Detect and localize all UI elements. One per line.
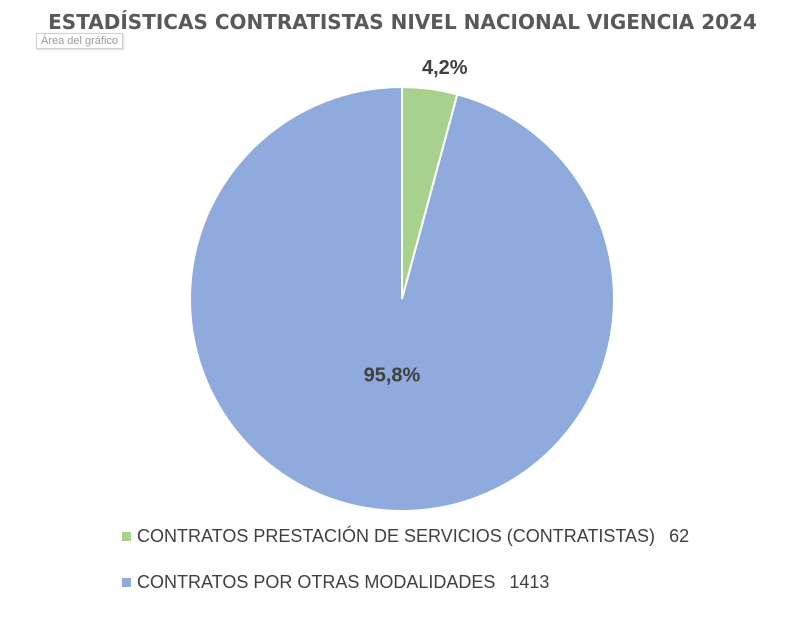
legend-item-prestacion: CONTRATOS PRESTACIÓN DE SERVICIOS (CONTR… [122,522,689,550]
pie-slice-otras[interactable] [189,85,615,512]
chart-legend: CONTRATOS PRESTACIÓN DE SERVICIOS (CONTR… [122,522,689,614]
data-label-otras: 95,8% [364,365,421,387]
legend-swatch-prestacion [122,531,131,541]
legend-count-otras: 1413 [509,571,550,592]
legend-label-prestacion: CONTRATOS PRESTACIÓN DE SERVICIOS (CONTR… [137,525,656,546]
data-label-prestacion: 4,2% [422,57,468,79]
chart-area-tooltip: Área del gráfico [36,33,124,49]
legend-item-otras: CONTRATOS POR OTRAS MODALIDADES 1413 [122,568,689,596]
legend-label-otras: CONTRATOS POR OTRAS MODALIDADES [137,571,496,592]
chart-title: ESTADÍSTICAS CONTRATISTAS NIVEL NACIONAL… [48,10,757,34]
legend-count-prestacion: 62 [669,525,690,546]
legend-swatch-otras [122,577,131,587]
